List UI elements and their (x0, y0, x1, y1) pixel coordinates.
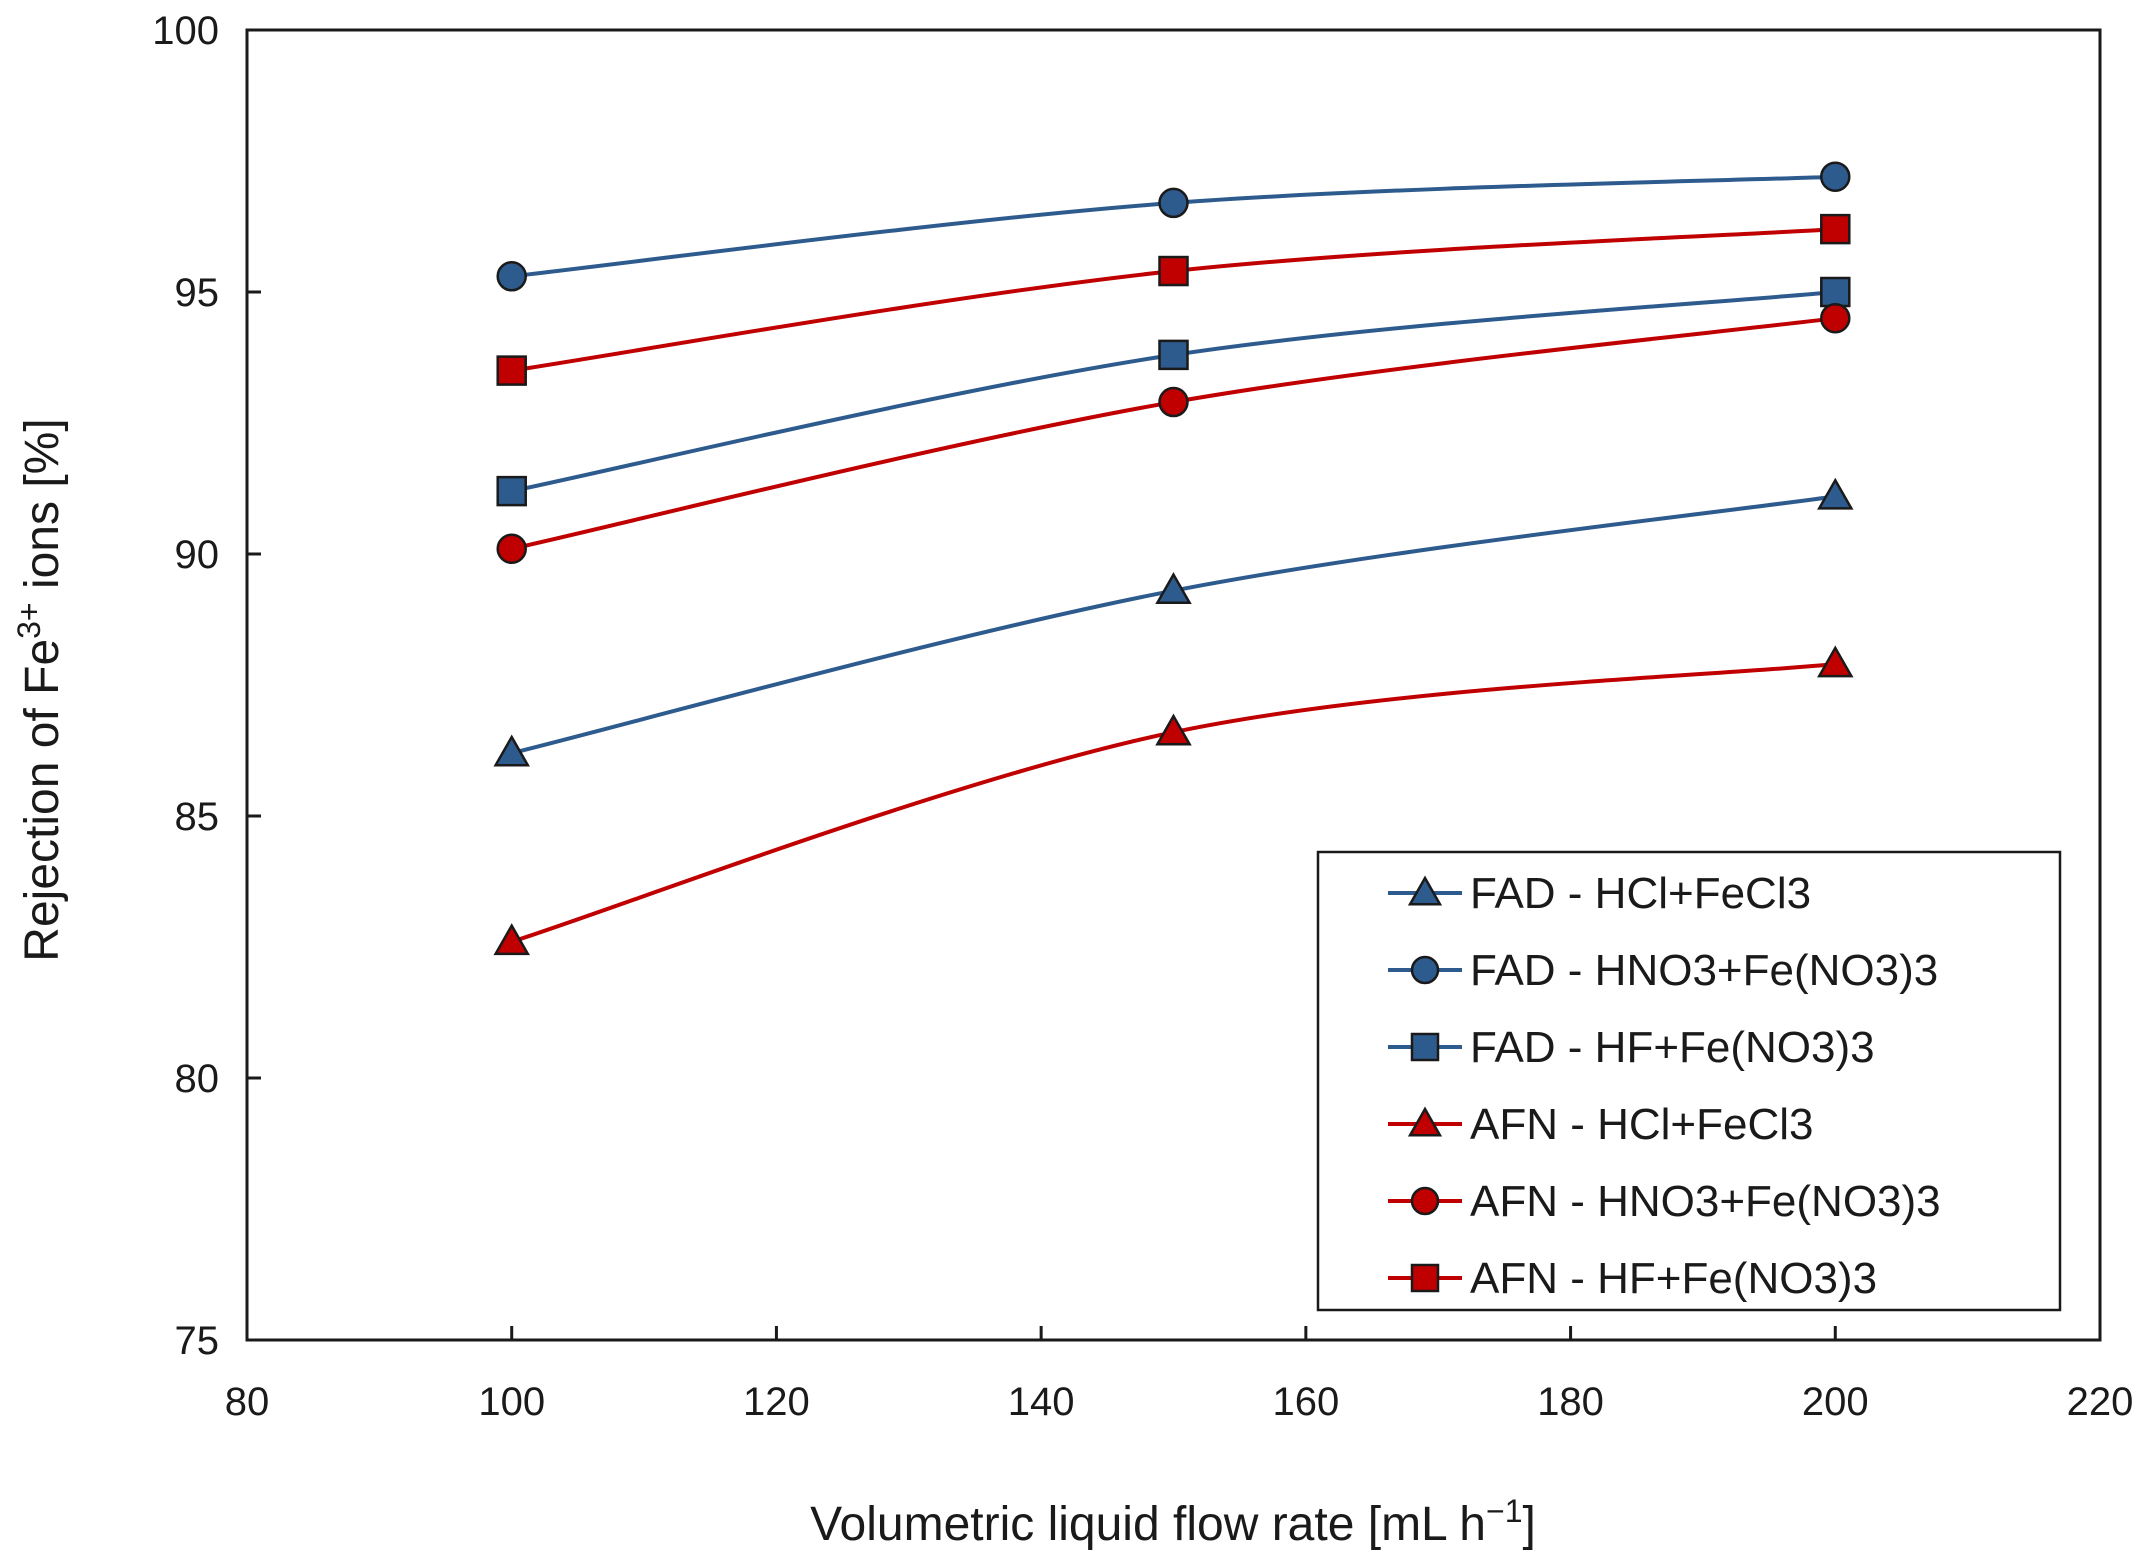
x-axis-title-sup: −1 (1486, 1493, 1522, 1529)
y-axis-title-suffix: ions [%] (16, 418, 69, 602)
y-axis-title-text: Rejection of Fe (16, 639, 69, 962)
legend-marker-square (1410, 1263, 1440, 1293)
x-tick-label: 100 (478, 1380, 545, 1424)
data-point-circle (1820, 161, 1851, 192)
x-tick-label: 160 (1272, 1380, 1339, 1424)
legend-marker-triangle (1407, 875, 1443, 906)
data-point-circle (1158, 386, 1189, 418)
legend-marker-triangle (1407, 1106, 1443, 1137)
data-point-square (1820, 213, 1851, 245)
series-layer (493, 161, 1854, 956)
legend-label: AFN - HCl+FeCl3 (1470, 1100, 1814, 1149)
data-point-square (496, 475, 527, 507)
legend-marker-circle (1410, 955, 1440, 985)
data-point-triangle (1155, 713, 1192, 746)
x-axis-title-suffix: ] (1522, 1498, 1535, 1551)
y-tick-label: 80 (175, 1057, 220, 1101)
legend-label: FAD - HNO3+Fe(NO3)3 (1470, 946, 1938, 995)
legend-entry: AFN - HF+Fe(NO3)3 (1388, 1254, 1877, 1303)
legend-entry: FAD - HCl+FeCl3 (1388, 869, 1811, 918)
data-point-circle (496, 261, 527, 292)
x-tick-label: 120 (743, 1380, 810, 1424)
series-afn-hno3-fe-no3-3 (496, 302, 1851, 565)
data-point-square (1158, 255, 1189, 287)
x-tick-label: 220 (2067, 1380, 2134, 1424)
x-tick-label: 200 (1802, 1380, 1869, 1424)
data-point-square (496, 355, 527, 386)
y-axis-title-sup: 3+ (11, 602, 47, 638)
legend-marker-circle (1410, 1186, 1440, 1216)
legend-label: FAD - HCl+FeCl3 (1470, 869, 1811, 918)
legend-label: AFN - HF+Fe(NO3)3 (1470, 1254, 1877, 1303)
y-tick-label: 100 (152, 9, 219, 53)
legend-marker-square (1410, 1032, 1440, 1062)
series-fad-hcl-fecl3 (493, 477, 1854, 767)
series-afn-hf-fe-no3-3 (496, 213, 1851, 386)
legend-entry: AFN - HCl+FeCl3 (1388, 1100, 1814, 1149)
data-point-circle (1158, 187, 1189, 219)
y-axis-title: Rejection of Fe3+ ions [%] (11, 418, 69, 961)
x-axis-title-text: Volumetric liquid flow rate [mL h (810, 1498, 1486, 1551)
y-tick-label: 85 (175, 795, 220, 839)
data-point-triangle (1817, 645, 1854, 678)
legend-box (1316, 850, 2062, 1312)
data-point-triangle (493, 923, 530, 956)
y-tick-label: 75 (175, 1319, 220, 1363)
data-point-circle (496, 533, 527, 565)
series-fad-hf-fe-no3-3 (496, 276, 1851, 507)
data-point-triangle (1817, 477, 1854, 510)
data-point-square (1158, 339, 1189, 371)
y-tick-label: 90 (175, 533, 220, 577)
legend-label: FAD - HF+Fe(NO3)3 (1470, 1023, 1875, 1072)
data-point-circle (1820, 302, 1851, 334)
data-point-triangle (493, 734, 530, 767)
x-tick-label: 80 (225, 1380, 270, 1424)
legend-label: AFN - HNO3+Fe(NO3)3 (1470, 1177, 1941, 1226)
series-afn-hcl-fecl3 (493, 645, 1854, 956)
data-point-square (1820, 276, 1851, 308)
legend-entry: AFN - HNO3+Fe(NO3)3 (1388, 1177, 1941, 1226)
series-fad-hno3-fe-no3-3 (496, 161, 1851, 292)
x-tick-label: 180 (1537, 1380, 1604, 1424)
legend-entry: FAD - HF+Fe(NO3)3 (1388, 1023, 1875, 1072)
data-point-triangle (1155, 572, 1192, 605)
x-tick-label: 140 (1008, 1380, 1075, 1424)
plot-area-frame (245, 28, 2102, 1342)
y-tick-label: 95 (175, 271, 220, 315)
legend-entry: FAD - HNO3+Fe(NO3)3 (1388, 946, 1938, 995)
x-axis-title: Volumetric liquid flow rate [mL h−1] (810, 1493, 1536, 1551)
legend: FAD - HCl+FeCl3 FAD - HNO3+Fe(NO3)3 FAD - … (1316, 850, 2062, 1312)
